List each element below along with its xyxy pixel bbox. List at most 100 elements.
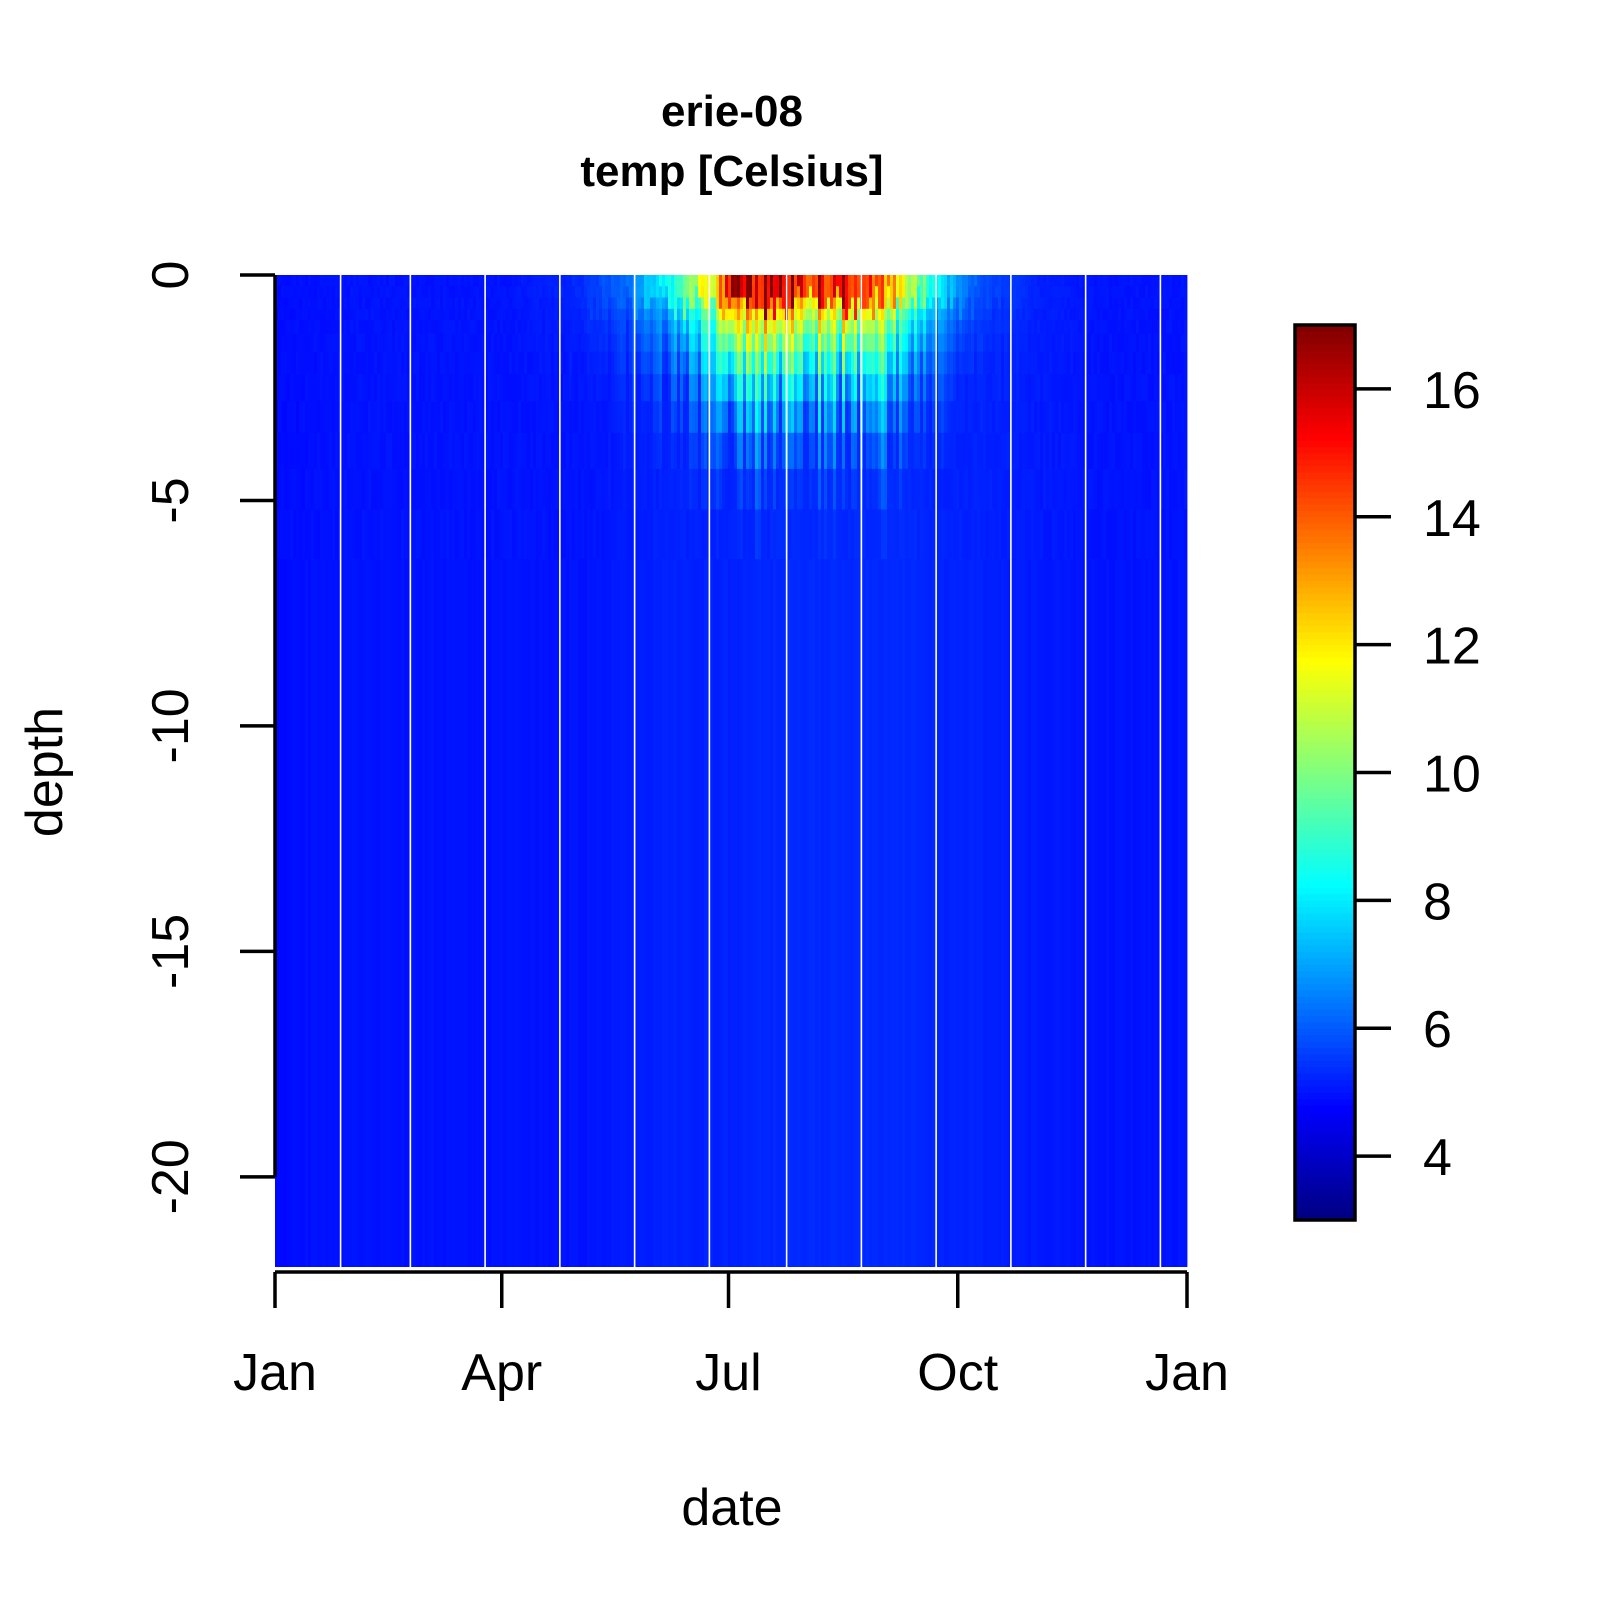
heatmap-cell: [956, 286, 960, 298]
heatmap-cell: [434, 297, 438, 310]
heatmap-cell: [1088, 333, 1092, 353]
heatmap-column: [560, 275, 564, 1267]
heatmap-cell: [1100, 308, 1104, 321]
heatmap-cell: [848, 374, 852, 402]
heatmap-cell: [1016, 559, 1020, 1267]
heatmap-cell: [308, 468, 312, 510]
heatmap-cell: [566, 286, 570, 298]
heatmap-cell: [329, 509, 333, 560]
heatmap-cell: [1037, 351, 1041, 375]
heatmap-cell: [371, 286, 375, 298]
heatmap-cell: [578, 275, 582, 287]
heatmap-cell: [800, 351, 804, 375]
heatmap-cell: [551, 320, 555, 335]
heatmap-cell: [920, 374, 924, 402]
heatmap-cell: [401, 509, 405, 560]
heatmap-cell: [920, 308, 924, 321]
heatmap-cell: [590, 351, 594, 375]
heatmap-cell: [509, 320, 513, 335]
heatmap-cell: [590, 468, 594, 510]
heatmap-cell: [749, 351, 753, 375]
heatmap-cell: [719, 320, 723, 335]
heatmap-cell: [332, 401, 336, 434]
heatmap-cell: [401, 432, 405, 470]
heatmap-cell: [764, 351, 768, 375]
heatmap-cell: [527, 351, 531, 375]
heatmap-column: [842, 275, 846, 1267]
heatmap-cell: [662, 286, 666, 298]
heatmap-cell: [1001, 308, 1005, 321]
heatmap-cell: [542, 374, 546, 402]
heatmap-column: [839, 275, 843, 1267]
heatmap-column: [1184, 275, 1188, 1267]
heatmap-cell: [908, 286, 912, 298]
heatmap-cell: [491, 320, 495, 335]
heatmap-cell: [290, 308, 294, 321]
heatmap-cell: [443, 351, 447, 375]
heatmap-cell: [911, 401, 915, 434]
heatmap-cell: [641, 286, 645, 298]
heatmap-cell: [905, 374, 909, 402]
heatmap-cell: [911, 432, 915, 470]
heatmap-cell: [986, 401, 990, 434]
heatmap-cell: [878, 401, 882, 434]
colorbar-tick-label: 12: [1423, 618, 1481, 676]
heatmap-cell: [923, 320, 927, 335]
heatmap-cell: [1118, 374, 1122, 402]
colorbar-segment: [1295, 1021, 1355, 1029]
heatmap-cell: [767, 297, 771, 310]
heatmap-cell: [1037, 509, 1041, 560]
heatmap-cell: [395, 333, 399, 353]
heatmap-cell: [1184, 297, 1188, 310]
colorbar-segment: [1295, 906, 1355, 914]
heatmap-cell: [1049, 468, 1053, 510]
heatmap-cell: [581, 351, 585, 375]
heatmap-cell: [890, 559, 894, 1267]
heatmap-cell: [488, 320, 492, 335]
heatmap-cell: [347, 432, 351, 470]
heatmap-column: [1010, 275, 1014, 1267]
heatmap-cell: [821, 286, 825, 298]
heatmap-cell: [722, 468, 726, 510]
heatmap-cell: [1181, 297, 1185, 310]
heatmap-cell: [944, 275, 948, 287]
heatmap-cell: [1082, 509, 1086, 560]
heatmap-cell: [284, 308, 288, 321]
heatmap-column: [734, 275, 738, 1267]
heatmap-cell: [917, 559, 921, 1267]
heatmap-cell: [326, 401, 330, 434]
heatmap-cell: [587, 297, 591, 310]
heatmap-cell: [551, 286, 555, 298]
colorbar-segment: [1295, 472, 1355, 480]
heatmap-cell: [599, 374, 603, 402]
heatmap-cell: [338, 509, 342, 560]
heatmap-cell: [341, 297, 345, 310]
heatmap-cell: [839, 374, 843, 402]
heatmap-cell: [713, 320, 717, 335]
heatmap-cell: [1112, 308, 1116, 321]
heatmap-cell: [491, 333, 495, 353]
heatmap-cell: [1178, 286, 1182, 298]
heatmap-cell: [557, 559, 561, 1267]
heatmap-cell: [1001, 333, 1005, 353]
heatmap-cell: [422, 432, 426, 470]
heatmap-cell: [650, 308, 654, 321]
heatmap-cell: [596, 509, 600, 560]
heatmap-column: [356, 275, 360, 1267]
heatmap-cell: [1088, 432, 1092, 470]
heatmap-cell: [770, 333, 774, 353]
heatmap-cell: [284, 333, 288, 353]
heatmap-cell: [773, 320, 777, 335]
heatmap-cell: [1082, 320, 1086, 335]
heatmap-cell: [659, 351, 663, 375]
heatmap-cell: [452, 559, 456, 1267]
heatmap-cell: [1100, 275, 1104, 287]
heatmap-cell: [881, 432, 885, 470]
heatmap-cell: [344, 374, 348, 402]
heatmap-cell: [698, 297, 702, 310]
heatmap-cell: [713, 468, 717, 510]
heatmap-cell: [299, 308, 303, 321]
colorbar-segment: [1295, 663, 1355, 671]
heatmap-cell: [1148, 320, 1152, 335]
heatmap-cell: [977, 320, 981, 335]
